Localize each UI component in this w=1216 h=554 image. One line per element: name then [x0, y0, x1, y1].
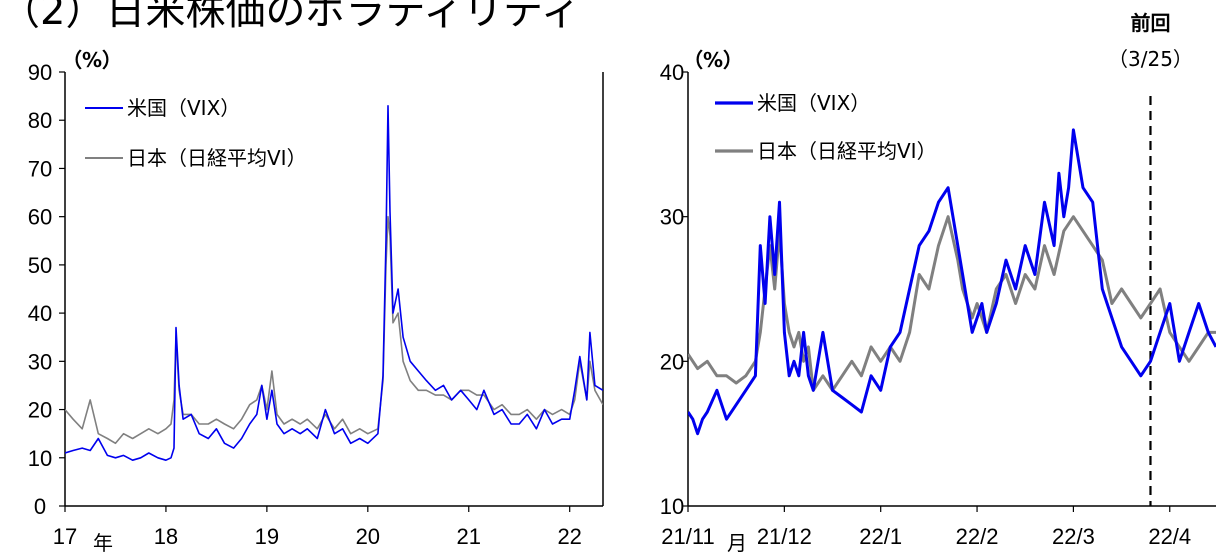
- chart1-y-tick-label: 20: [28, 398, 52, 423]
- chart2-series-us-vix-line: [688, 128, 1216, 436]
- chart2-legend-label-us: 米国（VIX）: [757, 91, 870, 115]
- chart1-y-tick-label: 40: [28, 301, 52, 326]
- chart1-series-japan-nikkei-vi-line: [65, 215, 603, 445]
- chart1-y-tick-label: 50: [28, 253, 52, 278]
- chart1-y-tick-label: 60: [28, 205, 52, 230]
- chart1-x-tick-label: 19: [255, 524, 279, 549]
- chart2-x-tick-label: 22/4: [1148, 524, 1191, 549]
- chart2-legend-label-japan: 日本（日経平均VI）: [757, 139, 937, 163]
- page-title: （2）日米株価のボラティリティ: [0, 0, 581, 34]
- chart1-x-tick-label: 17: [53, 524, 77, 549]
- chart2-y-tick-label: 10: [660, 494, 684, 519]
- chart2-x-unit-label: 月: [727, 531, 747, 554]
- chart1-y-tick-label: 80: [28, 108, 52, 133]
- chart1-x-unit-label: 年: [93, 531, 113, 554]
- chart2-reference-label: 前回: [1130, 11, 1170, 35]
- chart1-y-tick-label: 30: [28, 349, 52, 374]
- chart1-y-tick-label: 0: [34, 494, 46, 519]
- chart2-x-tick-label: 22/3: [1052, 524, 1095, 549]
- chart1-legend-label-us: 米国（VIX）: [127, 96, 240, 120]
- chart2-x-tick-label: 22/1: [859, 524, 902, 549]
- chart2-y-tick-label: 20: [660, 349, 684, 374]
- chart2-y-axis-label: （%）: [683, 48, 743, 72]
- chart1-x-tick-label: 20: [356, 524, 380, 549]
- chart1-y-tick-label: 90: [28, 60, 52, 85]
- chart2-y-tick-label: 30: [660, 205, 684, 230]
- chart2-x-tick-label: 21/11: [661, 524, 714, 549]
- chart2-x-tick-label: 22/2: [956, 524, 999, 549]
- chart1-y-tick-label: 70: [28, 156, 52, 181]
- chart2-y-tick-label: 40: [660, 60, 684, 85]
- chart1-x-tick-label: 22: [557, 524, 581, 549]
- chart1-series-us-vix-line: [65, 105, 603, 462]
- chart1-y-tick-label: 10: [28, 446, 52, 471]
- chart1-x-tick-label: 18: [154, 524, 178, 549]
- chart2-x-tick-label: 21/12: [757, 524, 812, 549]
- chart2-reference-date: （3/25）: [1108, 47, 1193, 71]
- chart1-x-tick-label: 21: [457, 524, 481, 549]
- chart2-series-japan-nikkei-vi-line: [688, 215, 1216, 392]
- chart1-legend-label-japan: 日本（日経平均VI）: [127, 146, 307, 170]
- chart1-y-axis-label: （%）: [62, 48, 122, 72]
